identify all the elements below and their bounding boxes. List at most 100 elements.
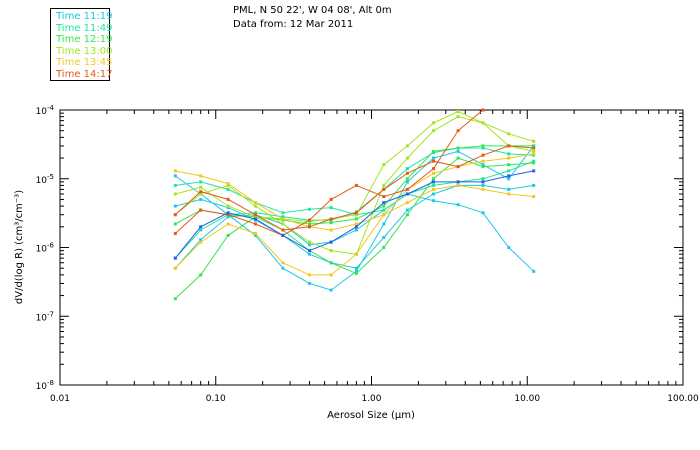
data-point	[432, 187, 435, 191]
data-point	[281, 217, 285, 221]
data-point	[507, 163, 511, 167]
chart-header: PML, N 50 22', W 04 08', Alt 0m Data fro…	[233, 4, 392, 32]
data-point	[354, 213, 358, 217]
data-point	[199, 225, 203, 229]
data-point	[481, 153, 485, 157]
series-8	[173, 110, 536, 223]
data-point	[199, 174, 203, 178]
data-point	[281, 233, 285, 237]
data-point	[308, 207, 311, 211]
data-point	[532, 152, 536, 156]
data-point	[173, 183, 177, 187]
data-point	[507, 187, 511, 191]
data-point	[354, 271, 358, 275]
data-point	[199, 197, 203, 201]
data-point	[199, 190, 203, 194]
data-point	[507, 246, 511, 249]
data-point	[226, 233, 230, 237]
data-point	[507, 192, 511, 196]
data-point	[254, 201, 257, 205]
x-tick-label: 0.01	[50, 394, 70, 404]
data-point	[308, 249, 311, 253]
data-point	[481, 165, 485, 169]
data-point	[199, 238, 203, 242]
data-point	[405, 201, 409, 205]
legend-item-4: Time 13:00	[56, 45, 113, 57]
data-point	[456, 115, 460, 119]
data-point	[481, 163, 485, 167]
data-point	[254, 204, 257, 208]
data-point	[507, 169, 511, 173]
data-point	[173, 297, 177, 301]
series-line	[174, 147, 534, 259]
data-point	[329, 228, 333, 232]
data-point	[405, 171, 409, 175]
y-tick-label: 10-5	[36, 173, 54, 186]
series-10	[173, 169, 536, 232]
series-layer	[173, 108, 536, 301]
legend-item-1: Time 11:19	[56, 11, 113, 22]
data-point	[199, 240, 203, 244]
data-point	[329, 221, 333, 225]
legend-item-2: Time 11:49	[56, 22, 113, 34]
data-point	[532, 159, 536, 163]
data-point	[308, 218, 311, 222]
data-point	[329, 288, 333, 292]
data-point	[456, 156, 460, 160]
data-point	[226, 215, 230, 219]
data-point	[432, 159, 435, 163]
data-point	[456, 165, 460, 169]
data-point	[405, 208, 409, 212]
data-point	[226, 211, 230, 215]
data-point	[226, 204, 230, 208]
data-point	[308, 243, 311, 247]
data-point	[432, 192, 435, 196]
data-point	[382, 195, 386, 199]
data-point	[432, 156, 435, 160]
data-point	[432, 177, 435, 181]
data-point	[254, 233, 257, 237]
data-point	[481, 159, 485, 163]
data-point	[329, 206, 333, 210]
data-point	[173, 174, 177, 178]
data-point	[481, 144, 485, 148]
legend-item-3: Time 12:19	[56, 34, 113, 46]
data-point	[382, 222, 386, 226]
data-point	[382, 163, 386, 167]
data-point	[173, 256, 177, 260]
legend-item-6: Time 14:17	[56, 68, 113, 80]
data-point	[382, 246, 386, 249]
data-point	[199, 208, 203, 212]
y-axis: 10-8 10-7 10-6 10-5 10-4	[36, 104, 683, 392]
data-point	[507, 144, 511, 148]
data-point	[226, 183, 230, 187]
data-point	[281, 266, 285, 270]
data-point	[405, 213, 409, 217]
data-point	[382, 236, 386, 239]
y-tick-label: 10-4	[36, 104, 55, 117]
data-point	[329, 273, 333, 277]
data-point	[281, 215, 285, 219]
chart-date: Data from: 12 Mar 2011	[233, 19, 354, 30]
data-point	[173, 222, 177, 226]
series-1	[173, 192, 536, 273]
data-point	[532, 144, 536, 148]
data-point	[456, 180, 460, 184]
data-point	[532, 269, 536, 273]
data-point	[532, 195, 536, 199]
data-point	[308, 222, 311, 226]
data-point	[308, 240, 311, 244]
data-point	[354, 228, 358, 232]
x-axis: 0.01 0.10 1.00 10.00 100.00	[50, 110, 699, 404]
data-point	[405, 156, 409, 160]
data-point	[532, 149, 536, 153]
series-3	[173, 183, 536, 270]
data-point	[532, 183, 536, 187]
x-tick-label: 100.00	[667, 394, 699, 404]
data-point	[308, 252, 311, 256]
data-point	[532, 169, 536, 173]
data-point	[173, 169, 177, 173]
x-tick-label: 1.00	[361, 394, 381, 404]
data-point	[432, 167, 435, 171]
data-point	[354, 225, 358, 229]
